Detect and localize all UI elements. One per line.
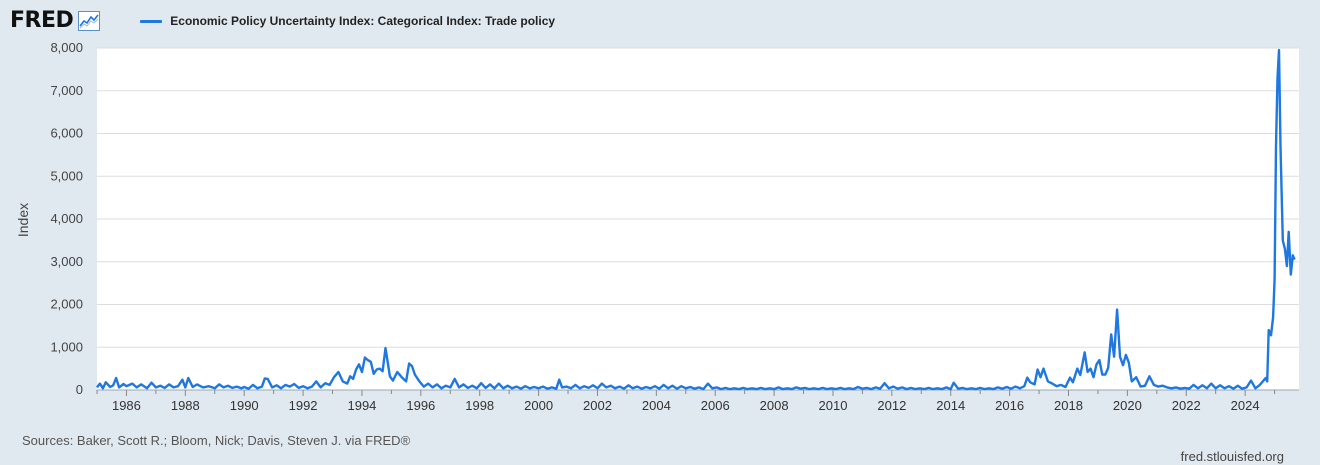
- chart-header: FRED Economic Policy Uncertainty Index: …: [10, 8, 555, 34]
- y-axis-label: Index: [15, 203, 31, 237]
- x-tick-label: 2016: [995, 398, 1024, 413]
- legend: Economic Policy Uncertainty Index: Categ…: [140, 14, 555, 28]
- y-tick-label: 3,000: [50, 254, 83, 269]
- x-tick-label: 1986: [112, 398, 141, 413]
- y-tick-label: 2,000: [50, 297, 83, 312]
- x-tick-label: 2018: [1054, 398, 1083, 413]
- y-tick-label: 5,000: [50, 168, 83, 183]
- x-tick-label: 1988: [171, 398, 200, 413]
- y-tick-label: 4,000: [50, 211, 83, 226]
- fred-wordmark: FRED: [10, 8, 74, 33]
- line-chart-icon: [78, 11, 101, 31]
- x-tick-label: 2014: [936, 398, 965, 413]
- y-tick-label: 6,000: [50, 126, 83, 141]
- x-tick-label: 2020: [1113, 398, 1142, 413]
- x-tick-label: 2024: [1231, 398, 1260, 413]
- x-tick-label: 2002: [583, 398, 612, 413]
- series-line-0: [96, 48, 1296, 391]
- x-tick-label: 2022: [1172, 398, 1201, 413]
- x-tick-label: 2006: [701, 398, 730, 413]
- y-tick-label: 8,000: [50, 40, 83, 55]
- y-tick-label: 1,000: [50, 339, 83, 354]
- x-tick-label: 2012: [877, 398, 906, 413]
- source-url[interactable]: fred.stlouisfed.org: [1180, 449, 1284, 464]
- x-tick-label: 1992: [289, 398, 318, 413]
- x-tick-label: 1998: [465, 398, 494, 413]
- x-tick-label: 2010: [819, 398, 848, 413]
- x-axis: 1986 1988 1990 1992 1994 1996 1998 2000 2002 2004…: [96, 389, 1299, 413]
- x-tick-label: 2004: [642, 398, 671, 413]
- y-axis: 0 1,000 2,000 3,000 4,000 5,000 6,000 7,000 8,00…: [50, 40, 83, 397]
- fred-logo[interactable]: FRED: [10, 8, 101, 33]
- x-tick-label: 2008: [760, 398, 789, 413]
- series-group: [96, 48, 1296, 391]
- legend-label: Economic Policy Uncertainty Index: Categ…: [170, 14, 556, 28]
- x-tick-label: 1994: [347, 398, 376, 413]
- x-tick-label: 1996: [406, 398, 435, 413]
- x-tick-label: 2000: [524, 398, 553, 413]
- y-tick-label: 0: [76, 382, 83, 397]
- x-tick-label: 1990: [230, 398, 259, 413]
- y-tick-label: 7,000: [50, 83, 83, 98]
- source-note: Sources: Baker, Scott R.; Bloom, Nick; D…: [22, 433, 411, 448]
- legend-swatch: [140, 19, 163, 23]
